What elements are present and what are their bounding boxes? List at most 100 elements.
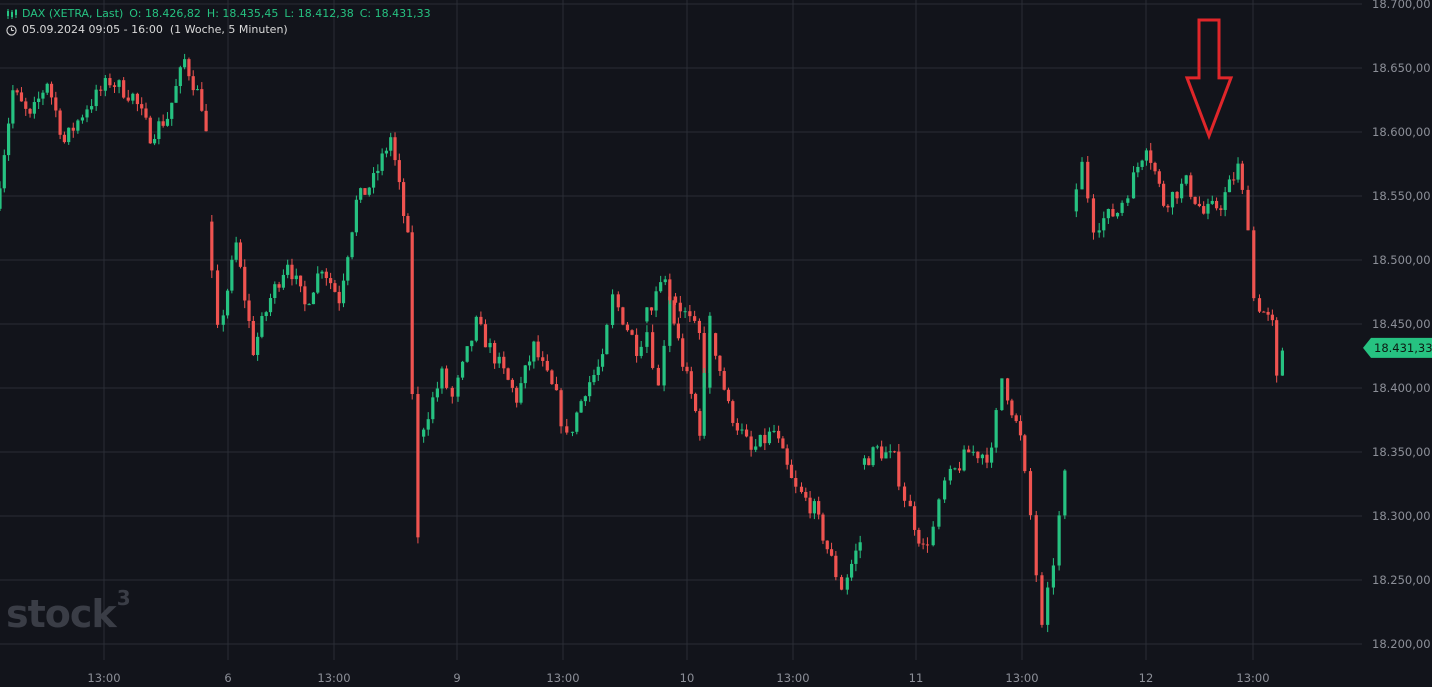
candle-body: [697, 320, 702, 333]
candle-body: [794, 477, 798, 487]
candle-body: [645, 332, 649, 347]
candle-body: [817, 501, 821, 515]
current-price-label: 18.431,33: [1374, 341, 1432, 355]
candle-body: [1018, 421, 1023, 436]
candle-body: [1140, 160, 1144, 167]
candle-body: [191, 76, 195, 91]
candle-body: [474, 316, 478, 341]
candle-body: [465, 346, 469, 362]
candle-body: [740, 429, 744, 431]
y-tick-label: 18.500,00: [1372, 253, 1431, 267]
candle-body: [654, 291, 658, 311]
candle-body: [435, 388, 439, 398]
candle-body: [662, 345, 666, 386]
candle-body: [148, 117, 152, 144]
candle-body: [1120, 202, 1124, 213]
y-tick-label: 18.650,00: [1372, 61, 1431, 75]
candle-body: [103, 78, 107, 91]
candle-body: [649, 307, 654, 311]
candle-body: [884, 452, 888, 459]
candle-body: [1102, 218, 1106, 231]
candle-body: [683, 311, 687, 313]
candlestick-icon: [7, 9, 17, 19]
candle-body: [0, 188, 2, 209]
candle-body: [19, 92, 24, 102]
x-tick-label: 11: [909, 671, 924, 685]
candle-body: [645, 307, 649, 322]
candle-body: [921, 543, 925, 545]
candle-body: [426, 419, 430, 430]
candle-body: [256, 336, 260, 355]
candle-body: [1232, 179, 1236, 181]
candle-body: [238, 242, 243, 267]
x-tick-label: 13:00: [317, 671, 350, 685]
candle-body: [85, 109, 89, 118]
candle-body: [54, 97, 58, 111]
candle-body: [1252, 230, 1256, 299]
y-tick-label: 18.600,00: [1372, 125, 1431, 139]
candle-body: [329, 278, 333, 284]
candle-body: [94, 89, 98, 107]
candle-body: [1275, 320, 1279, 376]
y-tick-label: 18.250,00: [1372, 573, 1431, 587]
candle-body: [1257, 298, 1262, 312]
candle-body: [908, 500, 912, 507]
candle-body: [1170, 191, 1175, 208]
candle-body: [11, 90, 15, 124]
candle-body: [144, 108, 148, 118]
candle-body: [152, 139, 157, 144]
candle-body: [24, 101, 28, 109]
y-tick-label: 18.400,00: [1372, 381, 1431, 395]
candle-body: [1000, 378, 1004, 411]
candle-body: [1202, 206, 1206, 214]
instrument-name: DAX (XETRA, Last): [22, 7, 124, 20]
candle-body: [635, 334, 639, 356]
candle-body: [380, 153, 384, 171]
candle-body: [1227, 179, 1232, 193]
candle-body: [867, 458, 871, 466]
candle-body: [1034, 515, 1038, 576]
candle-body: [754, 446, 758, 450]
candle-body: [789, 464, 794, 478]
candle-body: [688, 311, 692, 317]
candle-body: [989, 447, 994, 463]
candle-body: [307, 304, 311, 306]
candle-body: [126, 97, 130, 101]
candle-body: [260, 316, 264, 337]
candle-body: [592, 375, 596, 383]
candle-body: [1166, 205, 1170, 208]
watermark-text: stock: [6, 592, 117, 636]
high-label: H:: [206, 7, 219, 20]
candle-body: [363, 188, 367, 195]
y-tick-label: 18.300,00: [1372, 509, 1431, 523]
open-value: 18.426,82: [144, 7, 201, 20]
candle-body: [1270, 314, 1274, 321]
candle-body: [735, 422, 739, 431]
candle-body: [659, 282, 663, 292]
candle-body: [376, 170, 380, 174]
watermark-sup: 3: [116, 586, 131, 610]
candle-body: [444, 368, 449, 388]
candle-body: [621, 307, 625, 325]
candle-body: [1197, 203, 1201, 207]
candle-body: [1010, 400, 1014, 416]
candle-body: [892, 451, 897, 453]
candle-body: [693, 393, 698, 412]
candle-body: [251, 320, 255, 355]
candle-body: [311, 292, 316, 305]
candle-body: [243, 266, 247, 301]
candle-body: [1236, 163, 1240, 180]
candle-body: [1262, 311, 1266, 313]
candle-body: [722, 371, 726, 390]
candle-body: [957, 468, 962, 471]
candle-body: [510, 379, 514, 388]
candle-body: [1023, 435, 1027, 472]
candle-body: [1046, 587, 1050, 625]
candle-body: [225, 290, 230, 316]
candle-body: [689, 371, 693, 394]
candle-body: [702, 332, 706, 388]
candle-body: [943, 480, 947, 500]
candle-body: [108, 78, 112, 86]
